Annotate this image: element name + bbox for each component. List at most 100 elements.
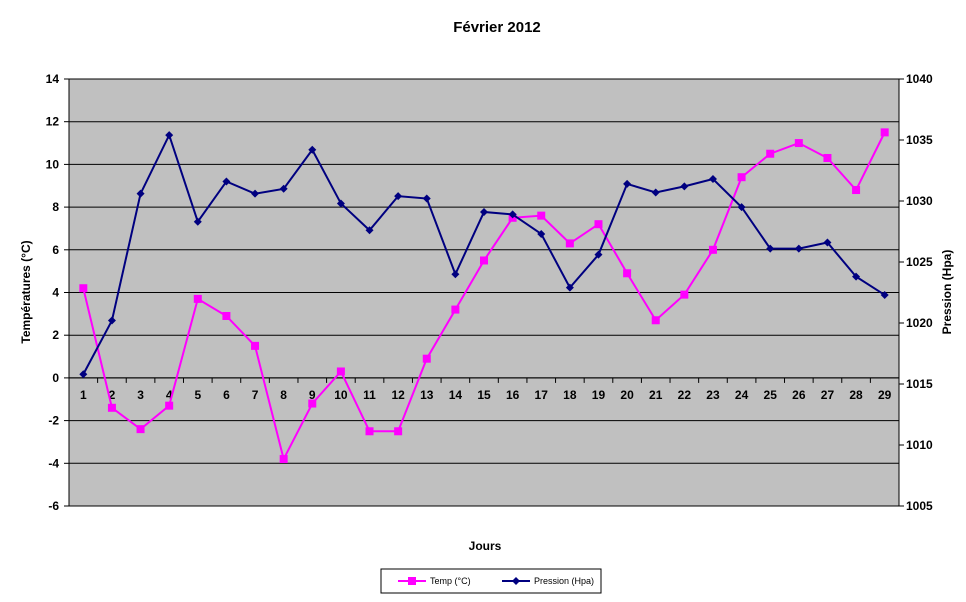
y-right-tick-label: 1030 — [906, 194, 933, 208]
y-right-tick-label: 1020 — [906, 316, 933, 330]
data-point — [107, 316, 116, 325]
y-right-ticks: 1005 1010 1015 1020 1025 1030 1035 1040 — [899, 72, 933, 513]
data-point — [651, 188, 660, 197]
x-tick-label: 18 — [563, 388, 577, 402]
x-tick-label: 9 — [309, 388, 316, 402]
data-point — [451, 305, 460, 314]
data-point — [451, 270, 460, 279]
x-tick-label: 23 — [706, 388, 720, 402]
data-point — [422, 194, 431, 203]
x-tick-label: 22 — [678, 388, 692, 402]
y-right-tick-label: 1035 — [906, 133, 933, 147]
data-point — [594, 250, 603, 259]
data-point — [336, 367, 345, 376]
y-right-tick-label: 1025 — [906, 255, 933, 269]
series-layer — [79, 128, 889, 464]
data-point — [251, 189, 260, 198]
data-point — [823, 238, 832, 247]
x-tick-label: 4 — [166, 388, 173, 402]
data-point — [623, 269, 632, 278]
legend-label: Pression (Hpa) — [534, 576, 594, 586]
y-right-tick-label: 1015 — [906, 377, 933, 391]
data-point — [136, 189, 145, 198]
data-point — [222, 311, 231, 320]
x-tick-label: 15 — [477, 388, 491, 402]
data-point — [365, 226, 374, 235]
legend-swatch-marker — [512, 577, 520, 585]
x-tick-label: 3 — [137, 388, 144, 402]
data-point — [623, 179, 632, 188]
y-axis-right-label: Pression (Hpa) — [940, 250, 954, 335]
data-point — [565, 239, 574, 248]
legend-label: Temp (°C) — [430, 576, 471, 586]
y-left-tick-label: -6 — [48, 499, 59, 513]
x-tick-label: 7 — [252, 388, 259, 402]
x-tick-label: 24 — [735, 388, 749, 402]
x-tick-label: 20 — [620, 388, 634, 402]
x-tick-label: 6 — [223, 388, 230, 402]
data-point — [880, 128, 889, 137]
x-tick-label: 8 — [280, 388, 287, 402]
data-point — [680, 290, 689, 299]
series-pressure — [79, 131, 889, 379]
data-point — [193, 294, 202, 303]
x-ticks: 1 2 3 4 5 6 7 8 9 10 11 12 13 14 15 16 17 18 19 20 21 22 23 24 2… — [68, 377, 900, 402]
data-point — [508, 210, 517, 219]
data-point — [708, 245, 717, 254]
data-point — [651, 316, 660, 325]
data-point — [708, 175, 717, 184]
data-point — [737, 203, 746, 212]
y-left-tick-label: -4 — [48, 456, 59, 470]
y-left-tick-label: 2 — [52, 328, 59, 342]
data-point — [766, 149, 775, 158]
x-tick-label: 29 — [878, 388, 892, 402]
x-tick-label: 26 — [792, 388, 806, 402]
data-point — [251, 341, 260, 350]
data-point — [823, 153, 832, 162]
x-tick-label: 12 — [391, 388, 405, 402]
data-point — [279, 455, 288, 464]
data-point — [537, 229, 546, 238]
y-left-tick-label: 10 — [46, 157, 60, 171]
data-point — [279, 184, 288, 193]
data-point — [794, 139, 803, 148]
data-point — [737, 173, 746, 182]
y-axis-left-label: Températures (°C) — [19, 240, 33, 343]
y-right-tick-label: 1005 — [906, 499, 933, 513]
x-tick-label: 14 — [449, 388, 463, 402]
data-point — [365, 427, 374, 436]
x-tick-label: 21 — [649, 388, 663, 402]
data-point — [79, 284, 88, 293]
data-point — [308, 145, 317, 154]
data-point — [480, 207, 488, 216]
y-right-tick-label: 1040 — [906, 72, 933, 86]
data-point — [766, 244, 775, 253]
x-tick-label: 17 — [535, 388, 549, 402]
data-point — [422, 354, 431, 363]
data-point — [107, 403, 116, 412]
y-left-tick-label: 12 — [46, 115, 60, 129]
data-point — [79, 370, 88, 379]
data-point — [394, 427, 403, 436]
y-left-ticks: -6 -4 -2 0 2 4 6 8 10 12 14 — [46, 72, 69, 513]
y-left-tick-label: 8 — [52, 200, 59, 214]
data-point — [680, 182, 689, 191]
y-left-tick-label: 4 — [52, 286, 59, 300]
data-point — [165, 401, 174, 410]
data-point — [394, 192, 403, 201]
data-point — [222, 177, 231, 186]
data-point — [537, 211, 546, 220]
data-point — [565, 283, 574, 292]
x-tick-label: 2 — [109, 388, 116, 402]
y-left-tick-label: -2 — [48, 414, 59, 428]
x-tick-label: 5 — [194, 388, 201, 402]
data-point — [852, 272, 861, 281]
y-left-tick-label: 6 — [52, 243, 59, 257]
chart-title: Février 2012 — [453, 19, 541, 36]
y-right-tick-label: 1010 — [906, 438, 933, 452]
data-point — [594, 220, 603, 229]
data-point — [136, 425, 145, 434]
legend: Temp (°C) Pression (Hpa) — [380, 568, 602, 594]
x-tick-label: 19 — [592, 388, 606, 402]
